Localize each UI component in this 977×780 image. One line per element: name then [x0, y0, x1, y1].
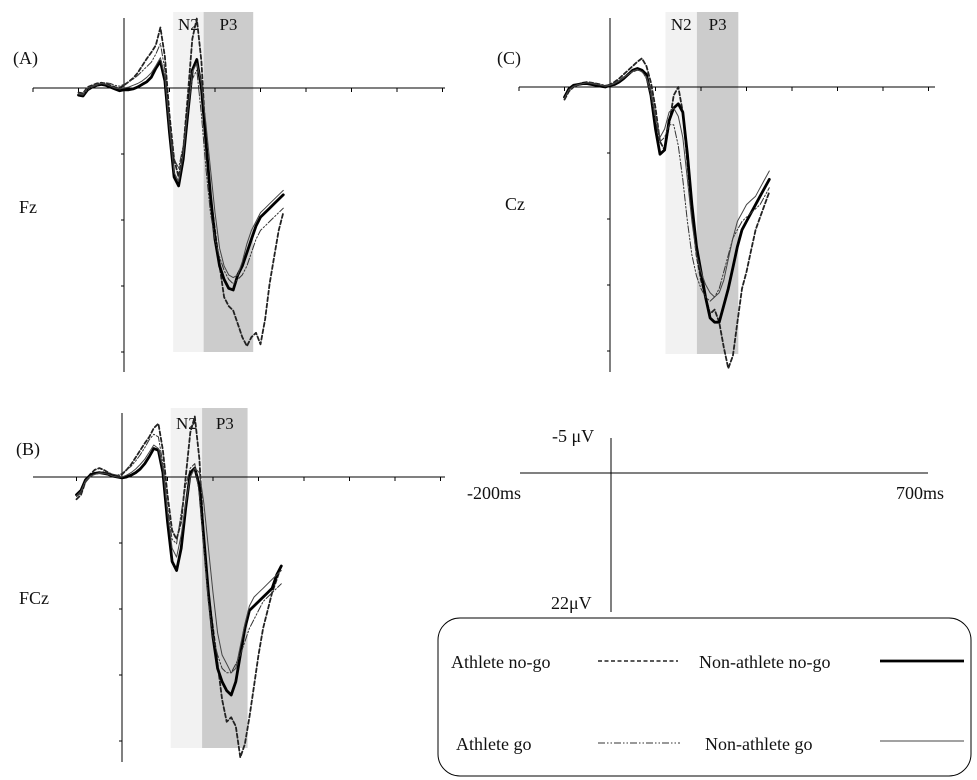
waveform-athlete-go	[564, 69, 770, 302]
legend-entry-athlete-no-go: Athlete no-go	[451, 652, 678, 672]
n2-window-label: N2	[671, 15, 692, 34]
panel-cz: N2 P3 (C) Cz	[497, 12, 935, 372]
panel-label: (B)	[16, 439, 40, 460]
p3-window-label: P3	[216, 414, 234, 433]
legend-label: Athlete no-go	[451, 652, 550, 672]
panel-fcz: N2 P3 (B) FCz	[16, 408, 445, 762]
electrode-label: Cz	[505, 194, 525, 214]
waveform-athlete-go	[76, 433, 282, 674]
y-ticks	[119, 542, 122, 742]
waveform-athlete-no-go	[77, 17, 285, 348]
scale-left-label: -200ms	[467, 483, 521, 503]
waveform-athlete-go	[78, 43, 284, 285]
n2-window-label: N2	[178, 15, 199, 34]
x-ticks	[32, 88, 443, 92]
p3-window-label: P3	[709, 15, 727, 34]
p3-window	[203, 12, 254, 352]
waveform-non-athlete-no-go	[563, 67, 771, 324]
legend-box	[437, 617, 972, 777]
p3-window	[696, 12, 739, 354]
panel-fz: N2 P3 (A) Fz	[13, 12, 445, 372]
panel-label: (C)	[497, 48, 521, 69]
legend-label: Non-athlete go	[705, 734, 812, 754]
scale-bottom-label: 22μV	[551, 593, 592, 613]
waveform-non-athlete-go	[76, 444, 282, 674]
n2-window	[170, 408, 203, 748]
waveforms	[77, 17, 285, 348]
x-ticks	[76, 477, 441, 481]
y-ticks	[121, 153, 124, 353]
scale-right-label: 700ms	[896, 483, 944, 503]
waveform-non-athlete-go	[564, 68, 770, 298]
waveform-non-athlete-go	[78, 57, 284, 279]
p3-window-label: P3	[219, 15, 237, 34]
waveform-non-athlete-no-go	[77, 58, 285, 292]
electrode-label: FCz	[19, 588, 49, 608]
scale-bar: -5 μV 22μV -200ms 700ms	[467, 426, 944, 613]
waveforms	[75, 415, 283, 759]
legend-entry-non-athlete-no-go: Non-athlete no-go	[699, 652, 964, 672]
waveforms	[563, 57, 771, 370]
legend: Athlete no-go Non-athlete no-go Athlete …	[437, 617, 972, 777]
n2-window	[665, 12, 697, 354]
legend-label: Athlete go	[456, 734, 531, 754]
scale-top-label: -5 μV	[552, 426, 594, 446]
x-ticks	[518, 87, 929, 91]
electrode-label: Fz	[19, 197, 37, 217]
y-ticks	[607, 152, 610, 352]
legend-entry-non-athlete-go: Non-athlete go	[705, 734, 964, 754]
legend-entry-athlete-go: Athlete go	[456, 734, 680, 754]
p3-window	[202, 408, 248, 748]
legend-label: Non-athlete no-go	[699, 652, 830, 672]
panel-label: (A)	[13, 48, 38, 69]
